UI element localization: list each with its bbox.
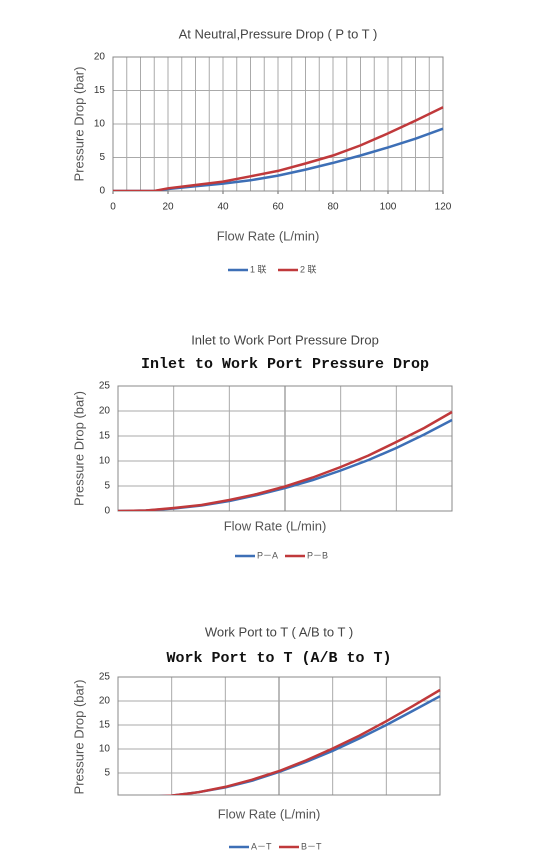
x-tick-label: 120: [435, 202, 452, 213]
y-tick-label: 10: [99, 744, 111, 755]
legend-label: P－A: [257, 550, 278, 560]
y-tick-label: 20: [99, 696, 111, 707]
plot-frame: [112, 56, 444, 192]
legend-label: P－B: [307, 550, 328, 560]
legend-label: B－T: [301, 841, 322, 851]
y-tick-label: 15: [99, 720, 111, 731]
chart-subtitle: Inlet to Work Port Pressure Drop: [141, 356, 429, 373]
plot-frame: [117, 676, 441, 796]
x-tick-label: 0: [110, 202, 116, 213]
chart-title: Inlet to Work Port Pressure Drop: [191, 332, 379, 347]
y-tick-label: 10: [99, 456, 111, 467]
legend-label: A－T: [251, 841, 272, 851]
y-axis-label: Pressure Drop (bar): [71, 391, 86, 506]
y-tick-label: 20: [94, 52, 106, 63]
y-tick-label: 25: [99, 672, 111, 683]
y-tick-label: 5: [99, 152, 105, 163]
y-axis-label: Pressure Drop (bar): [71, 680, 86, 795]
plot-frame: [117, 385, 453, 512]
y-tick-label: 10: [94, 119, 106, 130]
y-tick-label: 5: [104, 481, 110, 492]
x-axis-label: Flow Rate (L/min): [217, 228, 320, 243]
x-tick-label: 100: [380, 202, 397, 213]
series-line: [118, 410, 453, 511]
y-axis-label: Pressure Drop (bar): [71, 67, 86, 182]
legend-label: 2 联: [300, 264, 317, 274]
y-tick-label: 0: [99, 186, 105, 197]
series-line: [159, 688, 441, 795]
y-tick-label: 0: [104, 506, 110, 517]
chart-subtitle: Work Port to T (A/B to T): [166, 650, 391, 667]
x-tick-label: 80: [327, 202, 339, 213]
legend-label: 1 联: [250, 264, 267, 274]
chart-title: At Neutral,Pressure Drop ( P to T ): [179, 26, 378, 41]
y-tick-label: 15: [94, 85, 106, 96]
y-tick-label: 15: [99, 431, 111, 442]
y-tick-label: 20: [99, 406, 111, 417]
y-tick-label: 25: [99, 381, 111, 392]
x-tick-label: 40: [217, 202, 229, 213]
x-axis-label: Flow Rate (L/min): [224, 518, 327, 533]
x-tick-label: 20: [162, 202, 174, 213]
y-tick-label: 5: [104, 768, 110, 779]
series-line: [113, 106, 444, 191]
chart-title: Work Port to T ( A/B to T ): [205, 624, 353, 639]
x-axis-label: Flow Rate (L/min): [218, 806, 321, 821]
x-tick-label: 60: [272, 202, 284, 213]
